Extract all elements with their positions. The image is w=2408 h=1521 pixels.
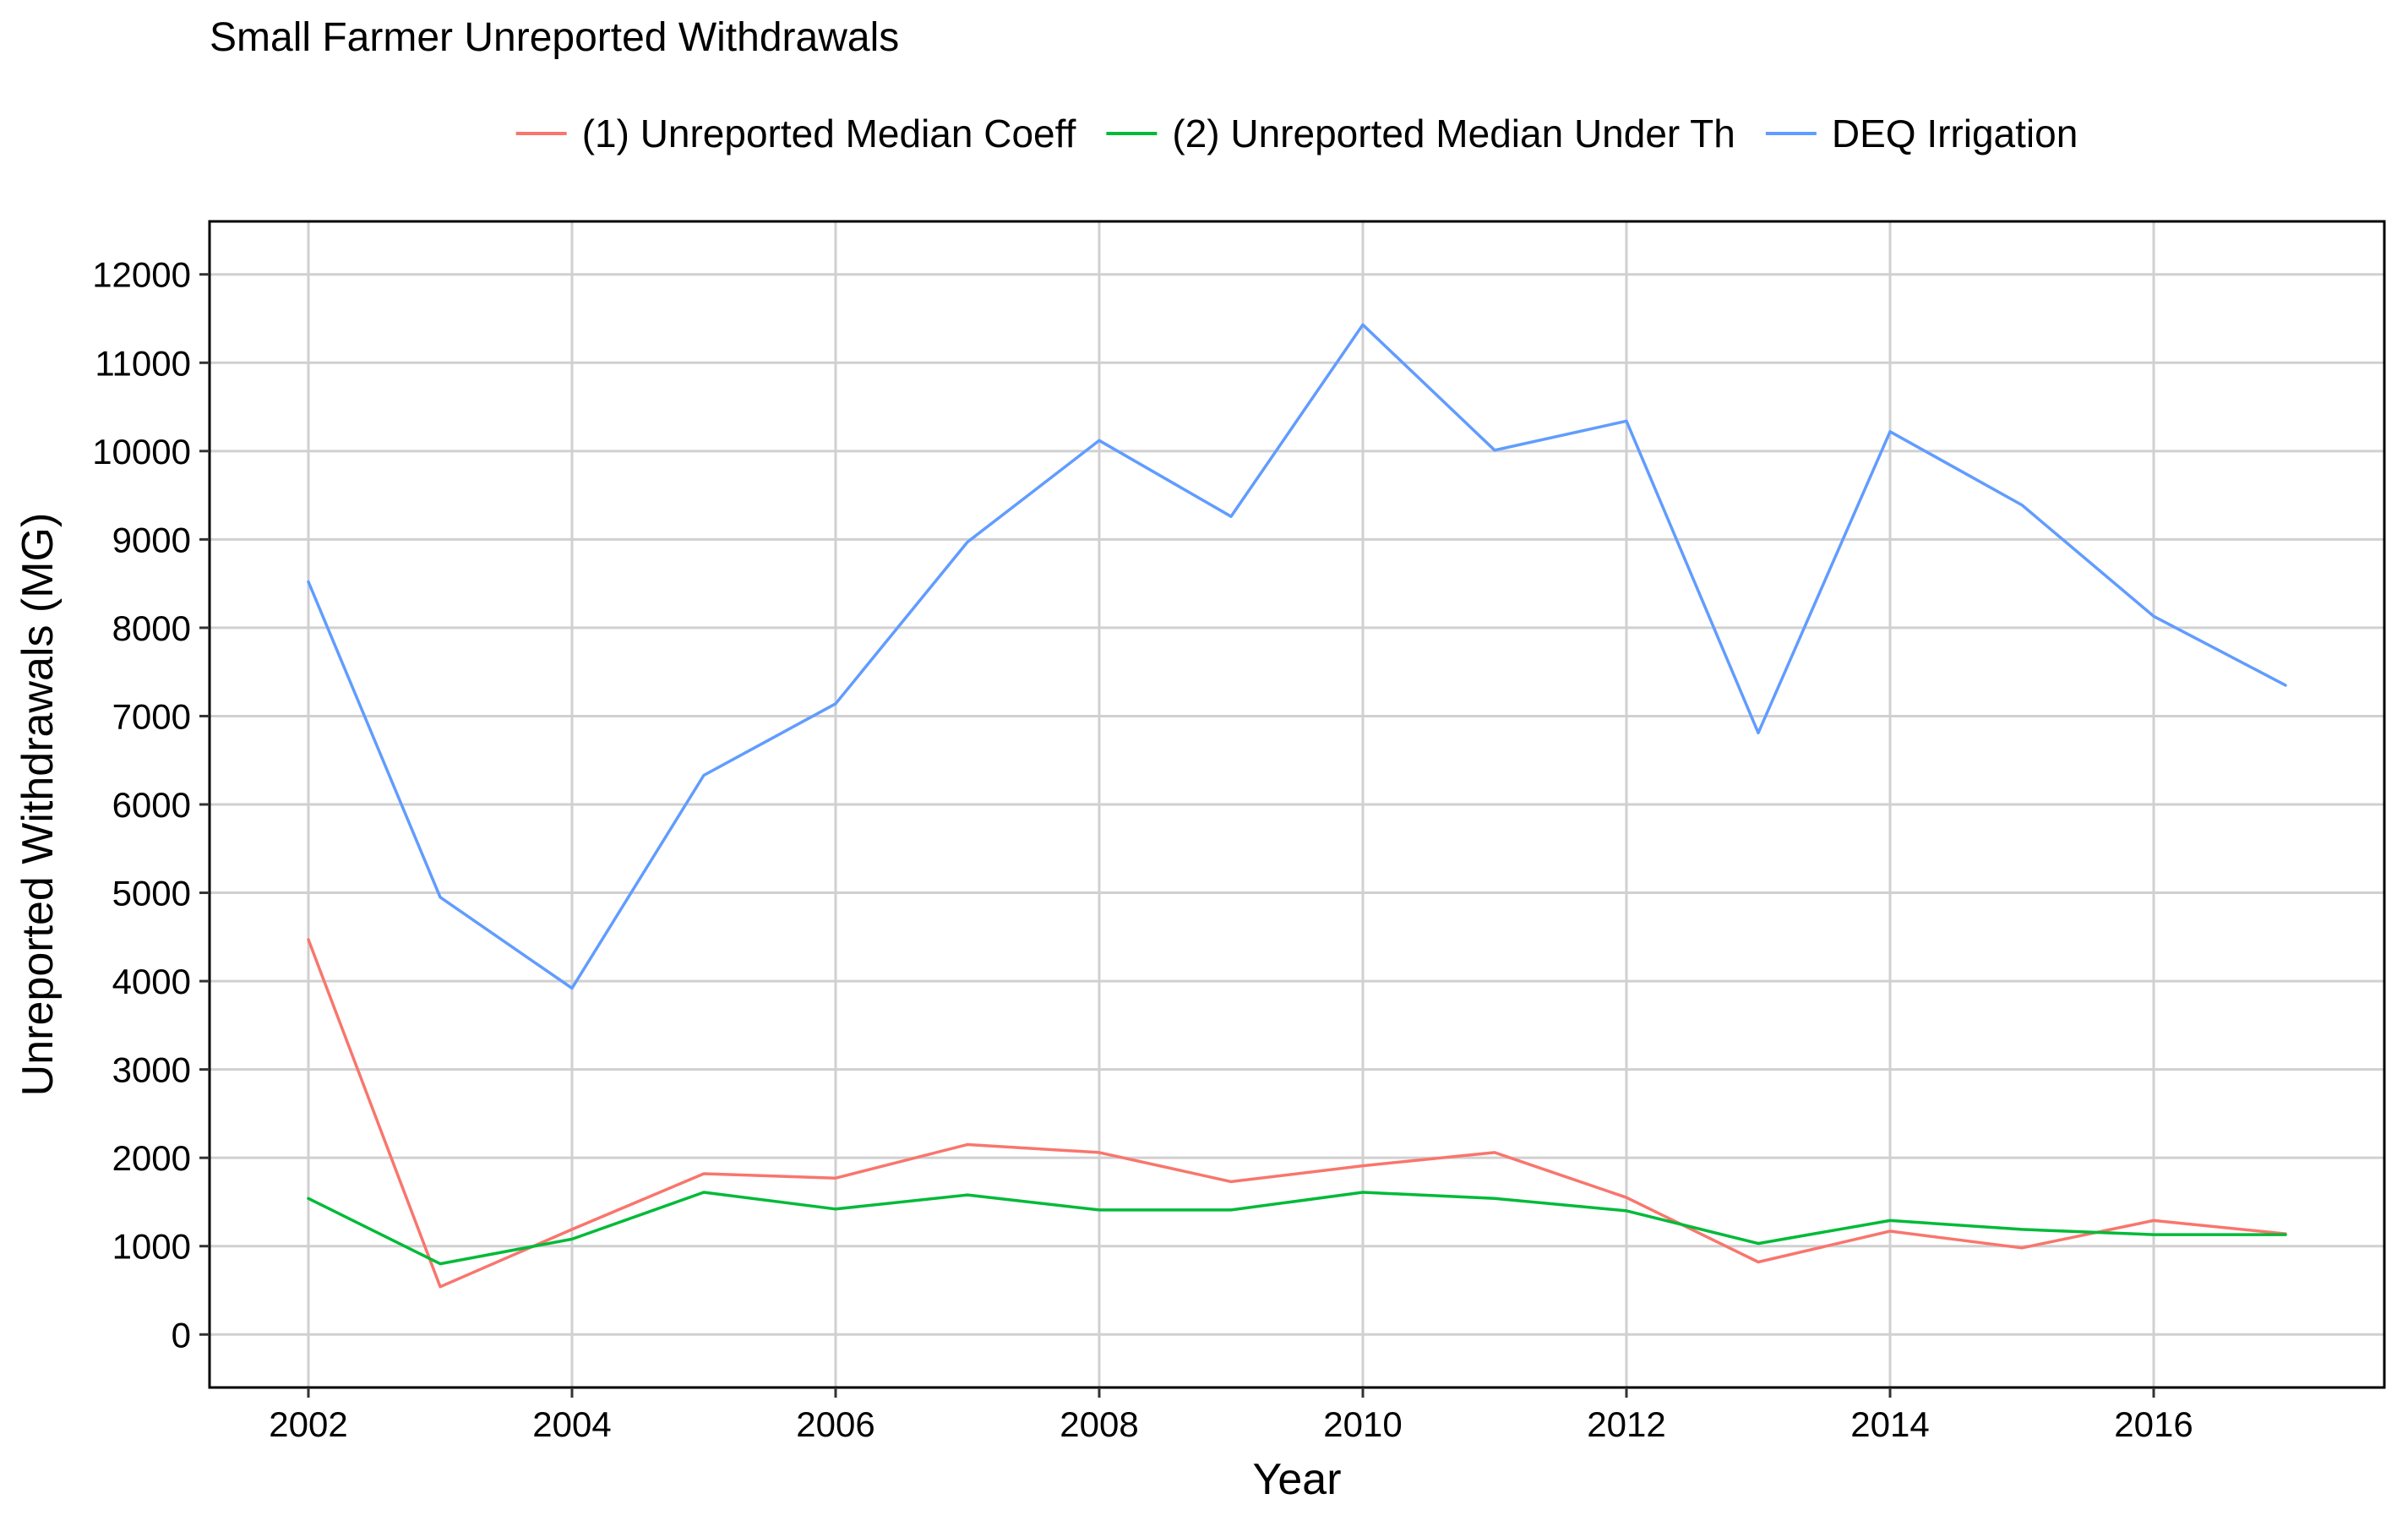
y-tick-label: 10000 [92, 432, 191, 472]
x-tick-label: 2002 [269, 1404, 347, 1444]
y-tick-label: 2000 [112, 1138, 191, 1178]
x-tick-label: 2008 [1060, 1404, 1138, 1444]
y-tick-label: 3000 [112, 1050, 191, 1090]
x-tick-label: 2012 [1587, 1404, 1665, 1444]
series-line-1 [307, 938, 2287, 1289]
y-tick-label: 5000 [112, 874, 191, 913]
x-axis-title: Year [1252, 1455, 1341, 1504]
y-axis: 0 1000 2000 3000 4000 5000 6000 7000 8000 9000 100… [92, 255, 210, 1355]
legend-label: (2) Unreported Median Under Th [1172, 112, 1735, 155]
legend-label: DEQ Irrigation [1832, 112, 2078, 155]
chart-title: Small Farmer Unreported Withdrawals [210, 15, 899, 60]
x-tick-label: 2016 [2114, 1404, 2193, 1444]
y-tick-label: 8000 [112, 608, 191, 648]
series-lines [307, 323, 2287, 1289]
x-tick-label: 2006 [796, 1404, 874, 1444]
y-tick-label: 6000 [112, 785, 191, 825]
y-tick-label: 11000 [95, 343, 191, 383]
legend-item: (1) Unreported Median Coeff [515, 112, 1076, 155]
y-tick-label: 12000 [92, 255, 191, 295]
legend-label: (1) Unreported Median Coeff [582, 112, 1076, 155]
gridlines [210, 221, 2384, 1387]
series-line-3 [307, 323, 2287, 990]
x-tick-label: 2004 [532, 1404, 611, 1444]
legend-item: DEQ Irrigation [1765, 112, 2078, 155]
series-line-2 [307, 1191, 2287, 1266]
x-tick-label: 2014 [1850, 1404, 1929, 1444]
y-tick-label: 9000 [112, 520, 191, 559]
y-axis-title: Unreported Withdrawals (MG) [14, 513, 63, 1097]
y-tick-label: 0 [172, 1315, 191, 1355]
y-tick-label: 4000 [112, 962, 191, 1001]
legend-item: (2) Unreported Median Under Th [1106, 112, 1735, 155]
x-axis: 2002 2004 2006 2008 2010 2012 2014 2016 [269, 1387, 2193, 1444]
y-tick-label: 1000 [112, 1227, 191, 1267]
x-tick-label: 2010 [1323, 1404, 1402, 1444]
y-tick-label: 7000 [112, 696, 191, 736]
legend: (1) Unreported Median Coeff (2) Unreporte… [515, 112, 2078, 155]
